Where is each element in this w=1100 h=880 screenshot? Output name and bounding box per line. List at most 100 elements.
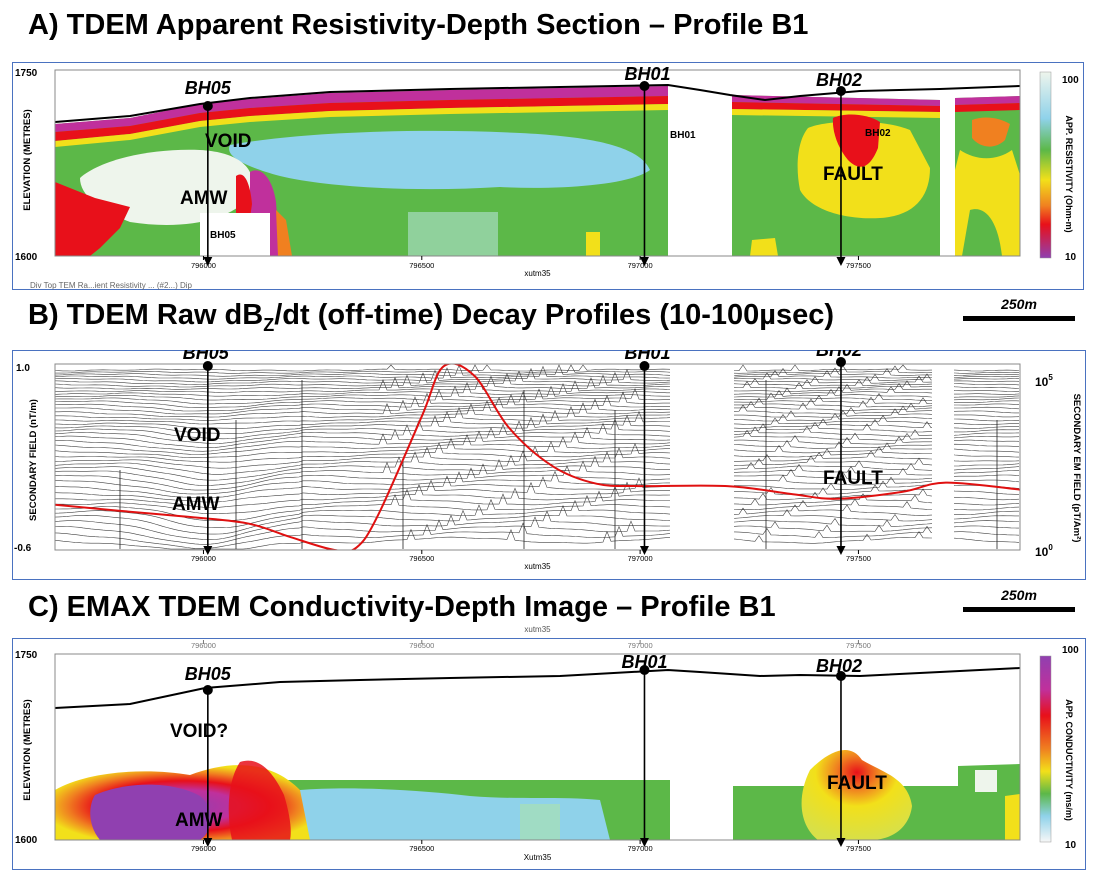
panel-c-frame: [12, 638, 1086, 870]
panel-c-borehole-collar: [639, 665, 650, 675]
panel-c-colorbar-max: 100: [1062, 645, 1079, 656]
panel-b-decay-trace: [55, 365, 1020, 380]
panel-c-x-tick-label: 797500: [846, 844, 871, 853]
panel-b-decay-trace: [55, 434, 1020, 455]
panel-b-decay-trace: [55, 479, 1019, 503]
panel-b-decay-trace: [55, 370, 1020, 385]
panel-b-frame: [12, 350, 1086, 580]
panel-b-title-subscript: Z: [263, 314, 275, 335]
panel-a-colorbar-min: 10: [1065, 252, 1077, 263]
panel-c-ghost-x-tick-label: 796000: [191, 641, 216, 650]
panel-a-borehole-arrow: [203, 257, 213, 266]
panel-b-right-top-label: 105: [1035, 373, 1053, 389]
panel-b-right-axis-label: SECONDARY EM FIELD (pT/Am²): [1071, 394, 1082, 543]
panel-c-y-axis-label: ELEVATION (METRES): [22, 699, 33, 801]
panel-a-borehole-collar: [835, 86, 846, 96]
panel-b-decay-trace: [55, 422, 1020, 444]
panel-c-topography-line: [54, 667, 1021, 709]
panel-c-plot-border: [54, 653, 1021, 841]
panel-a-y-axis-label: ELEVATION (METRES): [22, 109, 33, 211]
panel-b-decay-trace: [55, 414, 1019, 434]
panel-a-borehole-arrow: [836, 257, 846, 266]
panel-b-decay-trace: [55, 367, 1020, 383]
panel-a-x-tick-label: 797500: [846, 261, 871, 270]
panel-b-x-tick-label: 797500: [846, 554, 871, 563]
panel-b-right-top-exp: 5: [1048, 373, 1053, 382]
panel-c-ghost-x-tick-label: 797500: [846, 641, 871, 650]
panel-b-void-label: VOID: [174, 425, 220, 446]
panel-b-decay-trace: [55, 387, 1020, 405]
panel-b-decay-trace: [55, 418, 1020, 440]
panel-b-data-gap-1: [670, 364, 734, 550]
panel-b-decay-trace: [55, 393, 1020, 412]
panel-a-bh01-small-label: BH01: [670, 130, 696, 141]
panel-c-x-axis-name: Xutm35: [524, 853, 552, 862]
panel-b-decay-trace: [55, 465, 1020, 491]
panel-b-decay-trace: [55, 446, 1020, 469]
panel-c-borehole-collar: [835, 671, 846, 681]
panel-c-conductivity-image: [55, 749, 1020, 840]
panel-b-title: B) TDEM Raw dBZ/dt (off-time) Decay Prof…: [28, 298, 834, 342]
panel-b-decay-trace: [55, 430, 1020, 452]
panel-c-chart: 796000 796500 797000 797500 xutm35 1750 160…: [15, 625, 1079, 862]
panel-b-decay-trace: [55, 455, 1020, 481]
panel-c-borehole-name: BH02: [816, 656, 862, 676]
panel-b-boreholes: BH05 BH01 BH02: [183, 350, 862, 555]
panel-c-scale-bar: [963, 607, 1075, 612]
panel-b-decay-trace: [55, 488, 1020, 514]
panel-a-overlay-text: Div Top TEM Ra...ient Resistivity ... (#…: [30, 281, 193, 290]
panel-a-borehole-name: BH05: [185, 78, 232, 98]
panel-c-fault-label: FAULT: [827, 773, 887, 794]
panel-b-scale-label: 250m: [1001, 296, 1037, 312]
panel-c-x-tick-label: 796500: [409, 844, 434, 853]
panel-c-y-top-label: 1750: [15, 650, 38, 661]
panel-a-bh02-small-label: BH02: [865, 128, 891, 139]
panel-c-colorbar-min: 10: [1065, 840, 1077, 851]
panel-a-plot-border: [54, 69, 1021, 257]
panel-b-decay-trace: [55, 426, 1020, 448]
panel-b-decay-trace: [55, 406, 1019, 425]
panel-b-x-tick-label: 796000: [191, 554, 216, 563]
panel-b-decay-trace: [55, 391, 1020, 408]
panel-b-decay-trace: [55, 483, 1020, 508]
panel-a-amw-label: AMW: [180, 188, 228, 209]
panel-b-borehole-collar: [639, 361, 650, 371]
panel-a-x-tick-label: 796500: [409, 261, 434, 270]
panel-b-decay-trace: [55, 499, 1019, 528]
panel-b-decay-trace: [55, 522, 1020, 549]
panel-b-decay-trace: [55, 504, 1019, 535]
panel-c-title: C) EMAX TDEM Conductivity-Depth Image – …: [28, 591, 776, 623]
panel-b-borehole-collar: [202, 361, 213, 371]
panel-b-fault-label: FAULT: [823, 468, 883, 489]
panel-b-decay-trace: [55, 364, 1020, 372]
panel-b-decay-trace: [55, 410, 1019, 429]
panel-b-decay-trace: [55, 516, 1020, 545]
panel-b-y-top-label: 1.0: [16, 363, 30, 374]
panel-b-title-tail: /dt (off-time) Decay Profiles (10-100µse…: [274, 299, 835, 331]
panel-a-colorbar: [1039, 71, 1052, 259]
panel-a-y-top-label: 1750: [15, 68, 38, 79]
panel-a-borehole-collar: [202, 101, 213, 111]
panel-a-frame: [12, 62, 1084, 290]
panel-b-decay-trace: [55, 400, 1019, 418]
panel-b-decay-trace: [55, 396, 1020, 415]
panel-b-decay-trace: [55, 364, 1020, 377]
panel-c-borehole-collar: [202, 685, 213, 695]
panel-c-scale-label: 250m: [1001, 587, 1037, 603]
panel-c-amw-label: AMW: [175, 810, 223, 831]
panel-b-plot-border: [54, 363, 1021, 551]
panel-b-red-curve-line: [55, 364, 1020, 550]
panel-b-decay-trace: [55, 460, 1019, 486]
panel-c-x-tick-label: 796000: [191, 844, 216, 853]
panel-b-decay-trace: [55, 403, 1020, 421]
panel-b-x-tick-label: 796500: [409, 554, 434, 563]
panel-b-scale-bar: [963, 316, 1075, 321]
panel-c-x-ticks: 796000 796500 797000 797500: [191, 840, 871, 853]
panel-a-colorbar-label: APP. RESISTIVITY (Ohm-m): [1064, 115, 1074, 232]
panel-a-borehole-name: BH01: [624, 64, 670, 84]
panel-b-red-curve: [55, 364, 1020, 550]
panel-b-chart: 1.0 -0.6 SECONDARY FIELD (nT/m) 796000 79…: [14, 350, 1082, 571]
panel-b-decay-trace: [55, 528, 1020, 550]
panel-c-borehole-arrow: [836, 838, 846, 847]
panel-c-borehole-name: BH01: [621, 652, 667, 672]
